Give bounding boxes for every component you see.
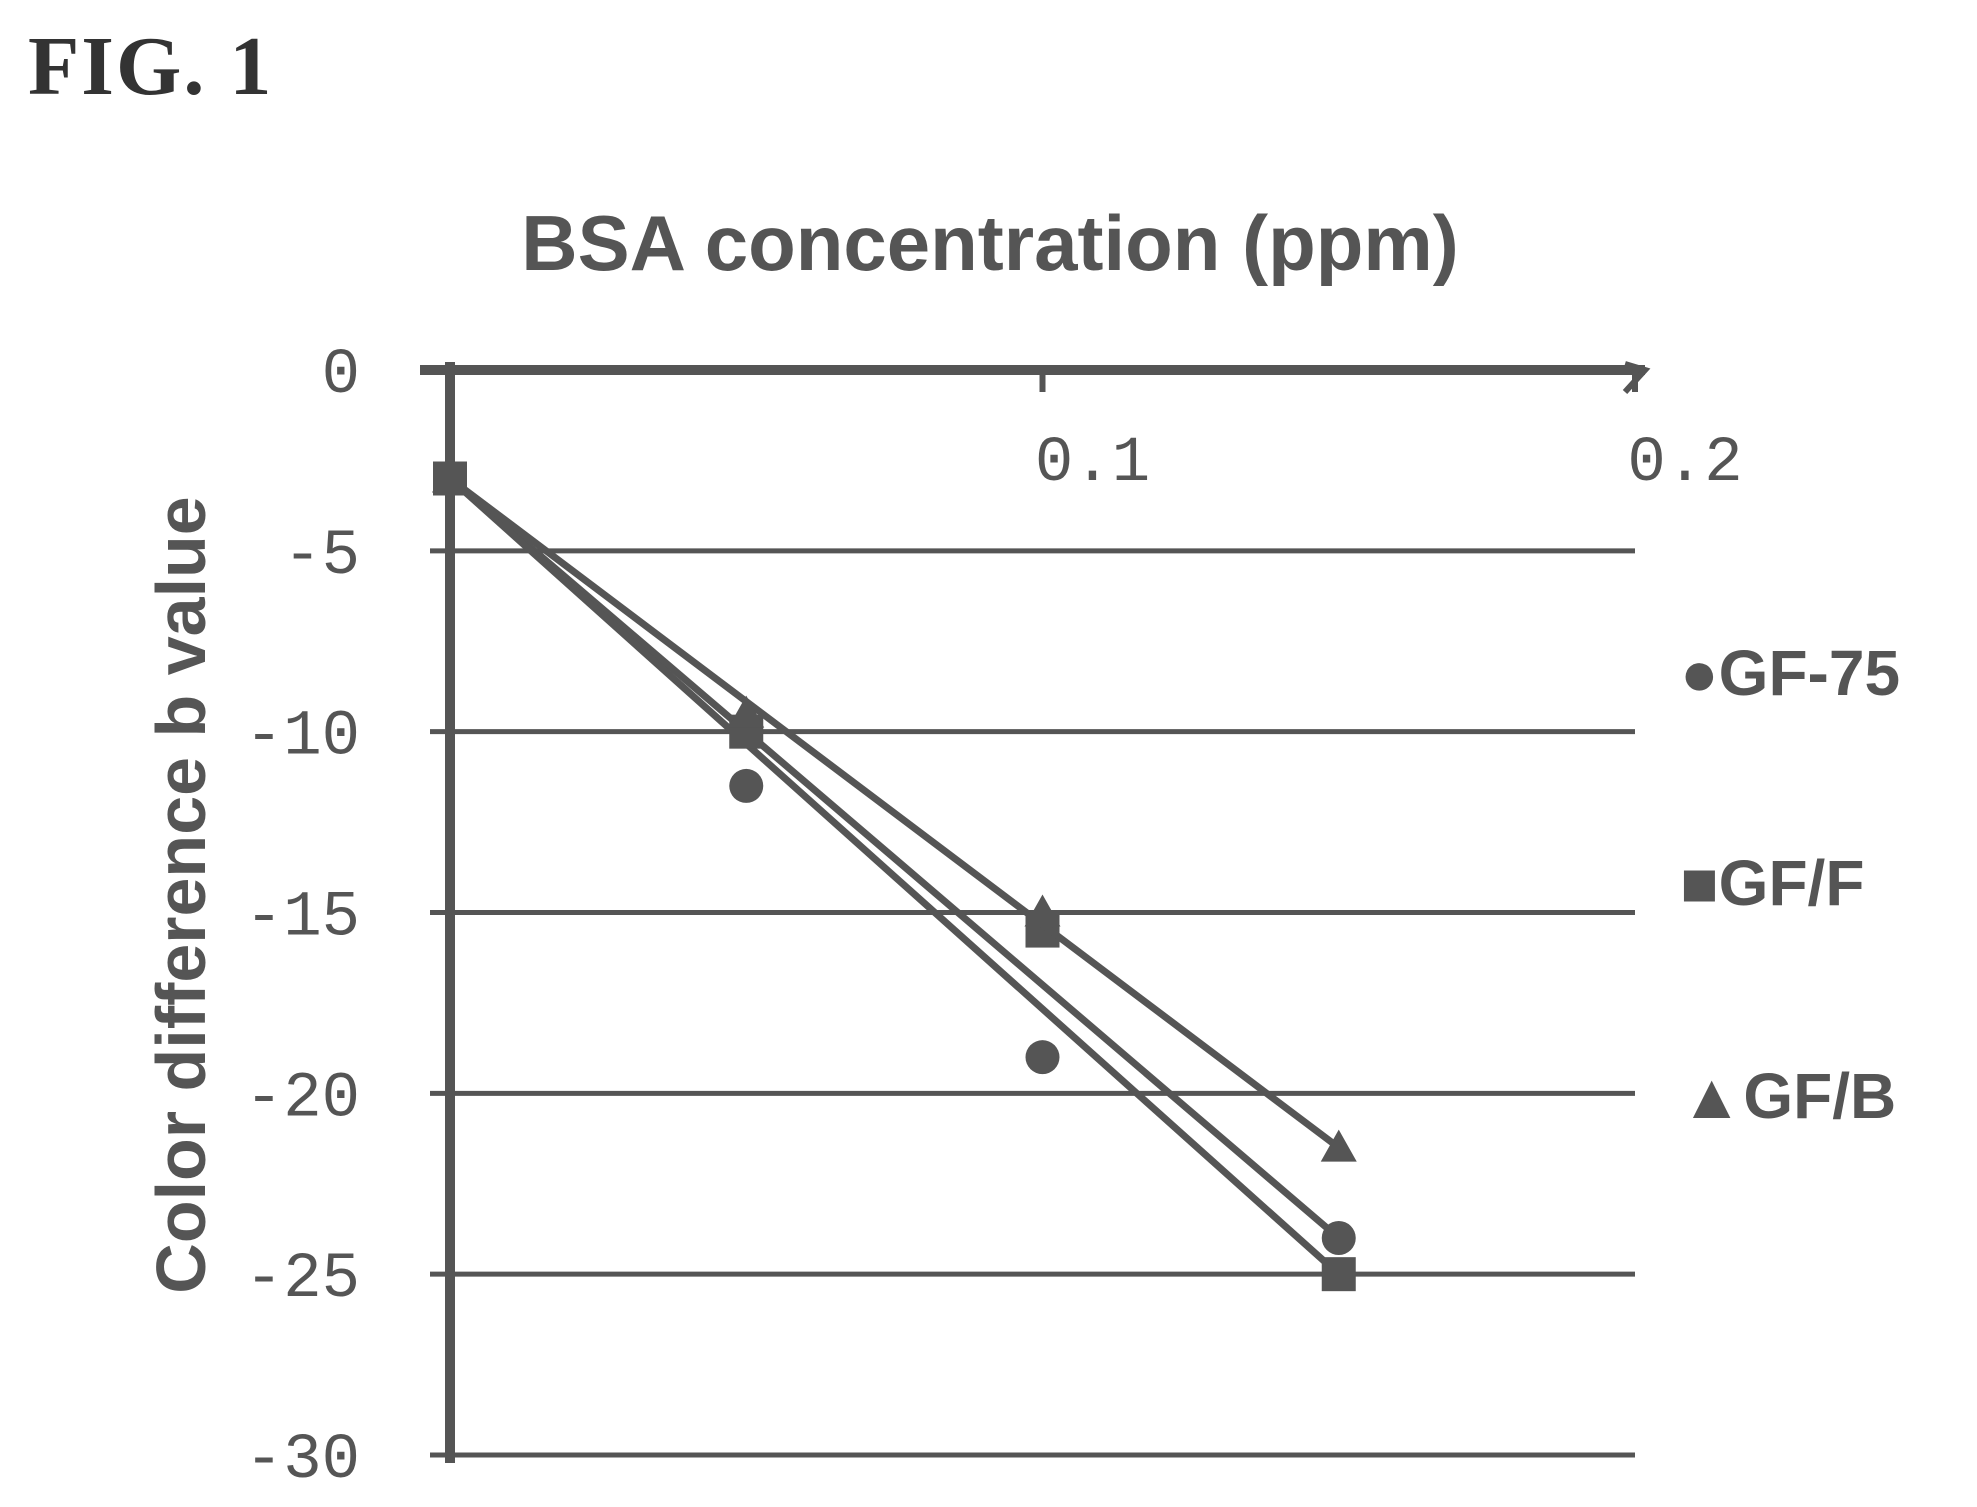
series-group [432,460,1357,1292]
series-gf-b [432,460,1357,1162]
y-tick-label: -5 [283,521,360,593]
y-tick-label: -10 [245,702,360,774]
data-point [728,695,765,728]
series-line [447,475,1342,1241]
legend-item: ■GF/F [1680,847,1864,919]
data-point [1321,1257,1356,1292]
y-axis-label: Color difference b value [142,496,220,1293]
legend-item: ▲GF/B [1680,1060,1896,1132]
x-tick-labels: 0.1 0.2 [1035,428,1743,500]
y-tick-label: -30 [245,1425,360,1497]
chart-title: BSA concentration (ppm) [521,199,1458,287]
y-tick-label: -15 [245,883,360,955]
figure-label: FIG. 1 [28,20,274,113]
y-tick-label: -20 [245,1063,360,1135]
data-point [1320,1129,1357,1162]
legend-item: ●GF-75 [1680,637,1900,709]
y-tick-label: 0 [322,340,360,412]
axes [420,361,1651,1463]
x-tick-label: 0.2 [1627,428,1742,500]
data-point [1025,1040,1060,1075]
y-tick-label: -25 [245,1244,360,1316]
series-line [447,475,1341,1151]
legend: ●GF-75 ■GF/F ▲GF/B [1680,637,1900,1132]
data-point [432,460,468,493]
data-point [1024,894,1061,927]
series-gf-75 [433,461,1356,1255]
series-line [447,475,1342,1277]
data-point [729,768,764,803]
series-gf-f [433,461,1356,1292]
y-tick-labels: 0 -5 -10 -15 -20 -25 -30 [245,340,360,1497]
data-point [1321,1221,1356,1255]
x-tick-label: 0.1 [1035,428,1150,500]
x-axis-end-tick [1622,361,1651,395]
